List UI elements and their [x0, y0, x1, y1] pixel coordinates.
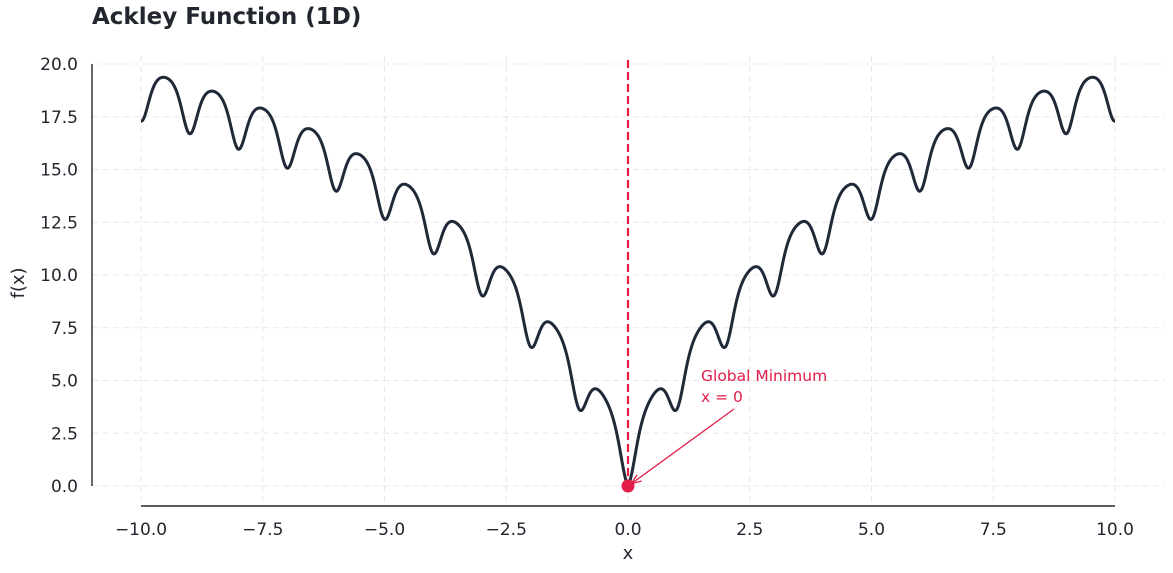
chart-title: Ackley Function (1D) [92, 4, 362, 30]
annotation-text: Global Minimum [701, 367, 827, 385]
x-tick-label: 5.0 [858, 520, 885, 540]
y-tick-label: 20.0 [40, 55, 78, 75]
tick-labels: −10.0 −7.5 −5.0 −2.5 0.0 2.5 5.0 7.5 10.0 0.0 2.5 5… [40, 55, 1134, 540]
y-tick-label: 12.5 [40, 213, 78, 233]
x-tick-label: −5.0 [364, 520, 405, 540]
annotation-arrow [630, 408, 735, 485]
x-tick-label: −2.5 [486, 520, 527, 540]
annotation-arrowhead [629, 474, 642, 486]
y-tick-label: 7.5 [51, 319, 78, 339]
y-tick-label: 10.0 [40, 266, 78, 286]
y-tick-label: 0.0 [51, 477, 78, 497]
y-axis-label: f(x) [8, 267, 29, 298]
x-axis-label: x [623, 543, 634, 564]
axes [91, 64, 1115, 507]
y-tick-label: 2.5 [51, 424, 78, 444]
x-tick-label: 10.0 [1096, 520, 1134, 540]
x-tick-label: 7.5 [980, 520, 1007, 540]
x-tick-label: 0.0 [614, 520, 641, 540]
y-tick-label: 5.0 [51, 372, 78, 392]
y-tick-label: 15.0 [40, 161, 78, 181]
y-tick-label: 17.5 [40, 108, 78, 128]
x-tick-label: −7.5 [242, 520, 283, 540]
plot-area: Global Minimum x = 0 [139, 60, 1117, 493]
annotation-text: x = 0 [701, 388, 743, 406]
x-tick-label: −10.0 [115, 520, 167, 540]
x-tick-label: 2.5 [736, 520, 763, 540]
